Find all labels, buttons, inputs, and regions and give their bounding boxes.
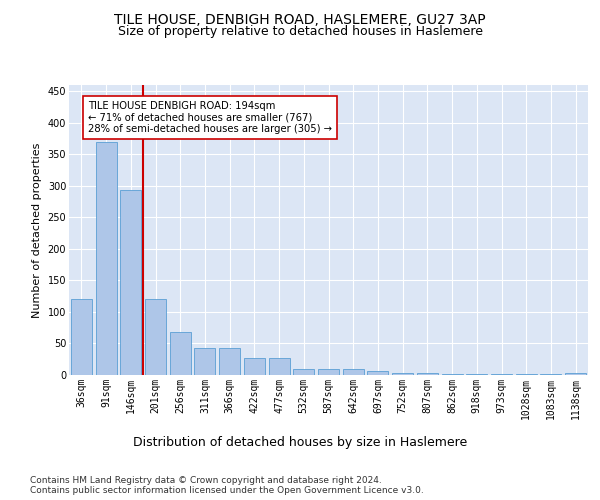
- Bar: [343, 368, 364, 375]
- Bar: [244, 358, 265, 375]
- Bar: [516, 374, 537, 375]
- Bar: [170, 332, 191, 375]
- Text: Size of property relative to detached houses in Haslemere: Size of property relative to detached ho…: [118, 25, 482, 38]
- Bar: [392, 373, 413, 375]
- Bar: [145, 300, 166, 375]
- Y-axis label: Number of detached properties: Number of detached properties: [32, 142, 42, 318]
- Bar: [120, 190, 141, 375]
- Bar: [269, 358, 290, 375]
- Text: TILE HOUSE DENBIGH ROAD: 194sqm
← 71% of detached houses are smaller (767)
28% o: TILE HOUSE DENBIGH ROAD: 194sqm ← 71% of…: [88, 101, 332, 134]
- Bar: [565, 373, 586, 375]
- Bar: [219, 348, 240, 375]
- Text: TILE HOUSE, DENBIGH ROAD, HASLEMERE, GU27 3AP: TILE HOUSE, DENBIGH ROAD, HASLEMERE, GU2…: [114, 12, 486, 26]
- Bar: [466, 374, 487, 375]
- Bar: [541, 374, 562, 375]
- Text: Contains HM Land Registry data © Crown copyright and database right 2024.
Contai: Contains HM Land Registry data © Crown c…: [30, 476, 424, 495]
- Bar: [318, 368, 339, 375]
- Bar: [95, 142, 116, 375]
- Bar: [442, 374, 463, 375]
- Bar: [194, 348, 215, 375]
- Text: Distribution of detached houses by size in Haslemere: Distribution of detached houses by size …: [133, 436, 467, 449]
- Bar: [491, 374, 512, 375]
- Bar: [417, 373, 438, 375]
- Bar: [71, 300, 92, 375]
- Bar: [293, 368, 314, 375]
- Bar: [367, 370, 388, 375]
